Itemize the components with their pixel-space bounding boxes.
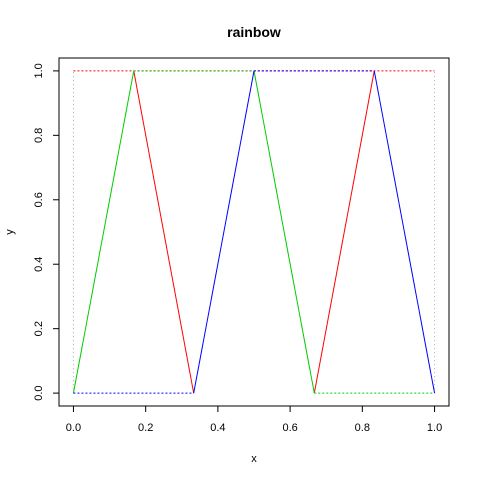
y-tick-label-1: 0.2 [33,321,45,336]
y-tick-label-2: 0.4 [33,257,45,272]
series-0-segment-1 [313,70,375,394]
y-axis-label: y [4,229,16,235]
x-tick-label-5: 1.0 [427,422,442,434]
series-1-segment-0 [72,70,135,394]
series-1-segment-2 [253,70,315,394]
x-tick-label-0: 0.0 [66,422,81,434]
y-tick-label-3: 0.6 [33,192,45,207]
chart-title: rainbow [227,24,281,40]
y-tick-label-0: 0.0 [33,385,45,400]
guide-lines [72,70,436,394]
x-tick-label-2: 0.4 [210,422,225,434]
series-0-segment-0 [133,70,195,394]
series-2-segment-1 [373,70,436,394]
x-tick-label-4: 0.8 [355,422,370,434]
series-lines [72,70,436,394]
series-2-segment-0 [193,70,255,394]
x-tick-label-1: 0.2 [138,422,153,434]
x-axis-label: x [251,453,257,465]
y-axis: 0.0 0.2 0.4 0.6 0.8 1.0 [33,63,60,401]
x-axis: 0.0 0.2 0.4 0.6 0.8 1.0 [66,405,442,434]
y-tick-label-5: 1.0 [33,63,45,78]
y-tick-label-4: 0.8 [33,128,45,143]
plot-frame [58,57,450,407]
x-tick-label-3: 0.6 [282,422,297,434]
